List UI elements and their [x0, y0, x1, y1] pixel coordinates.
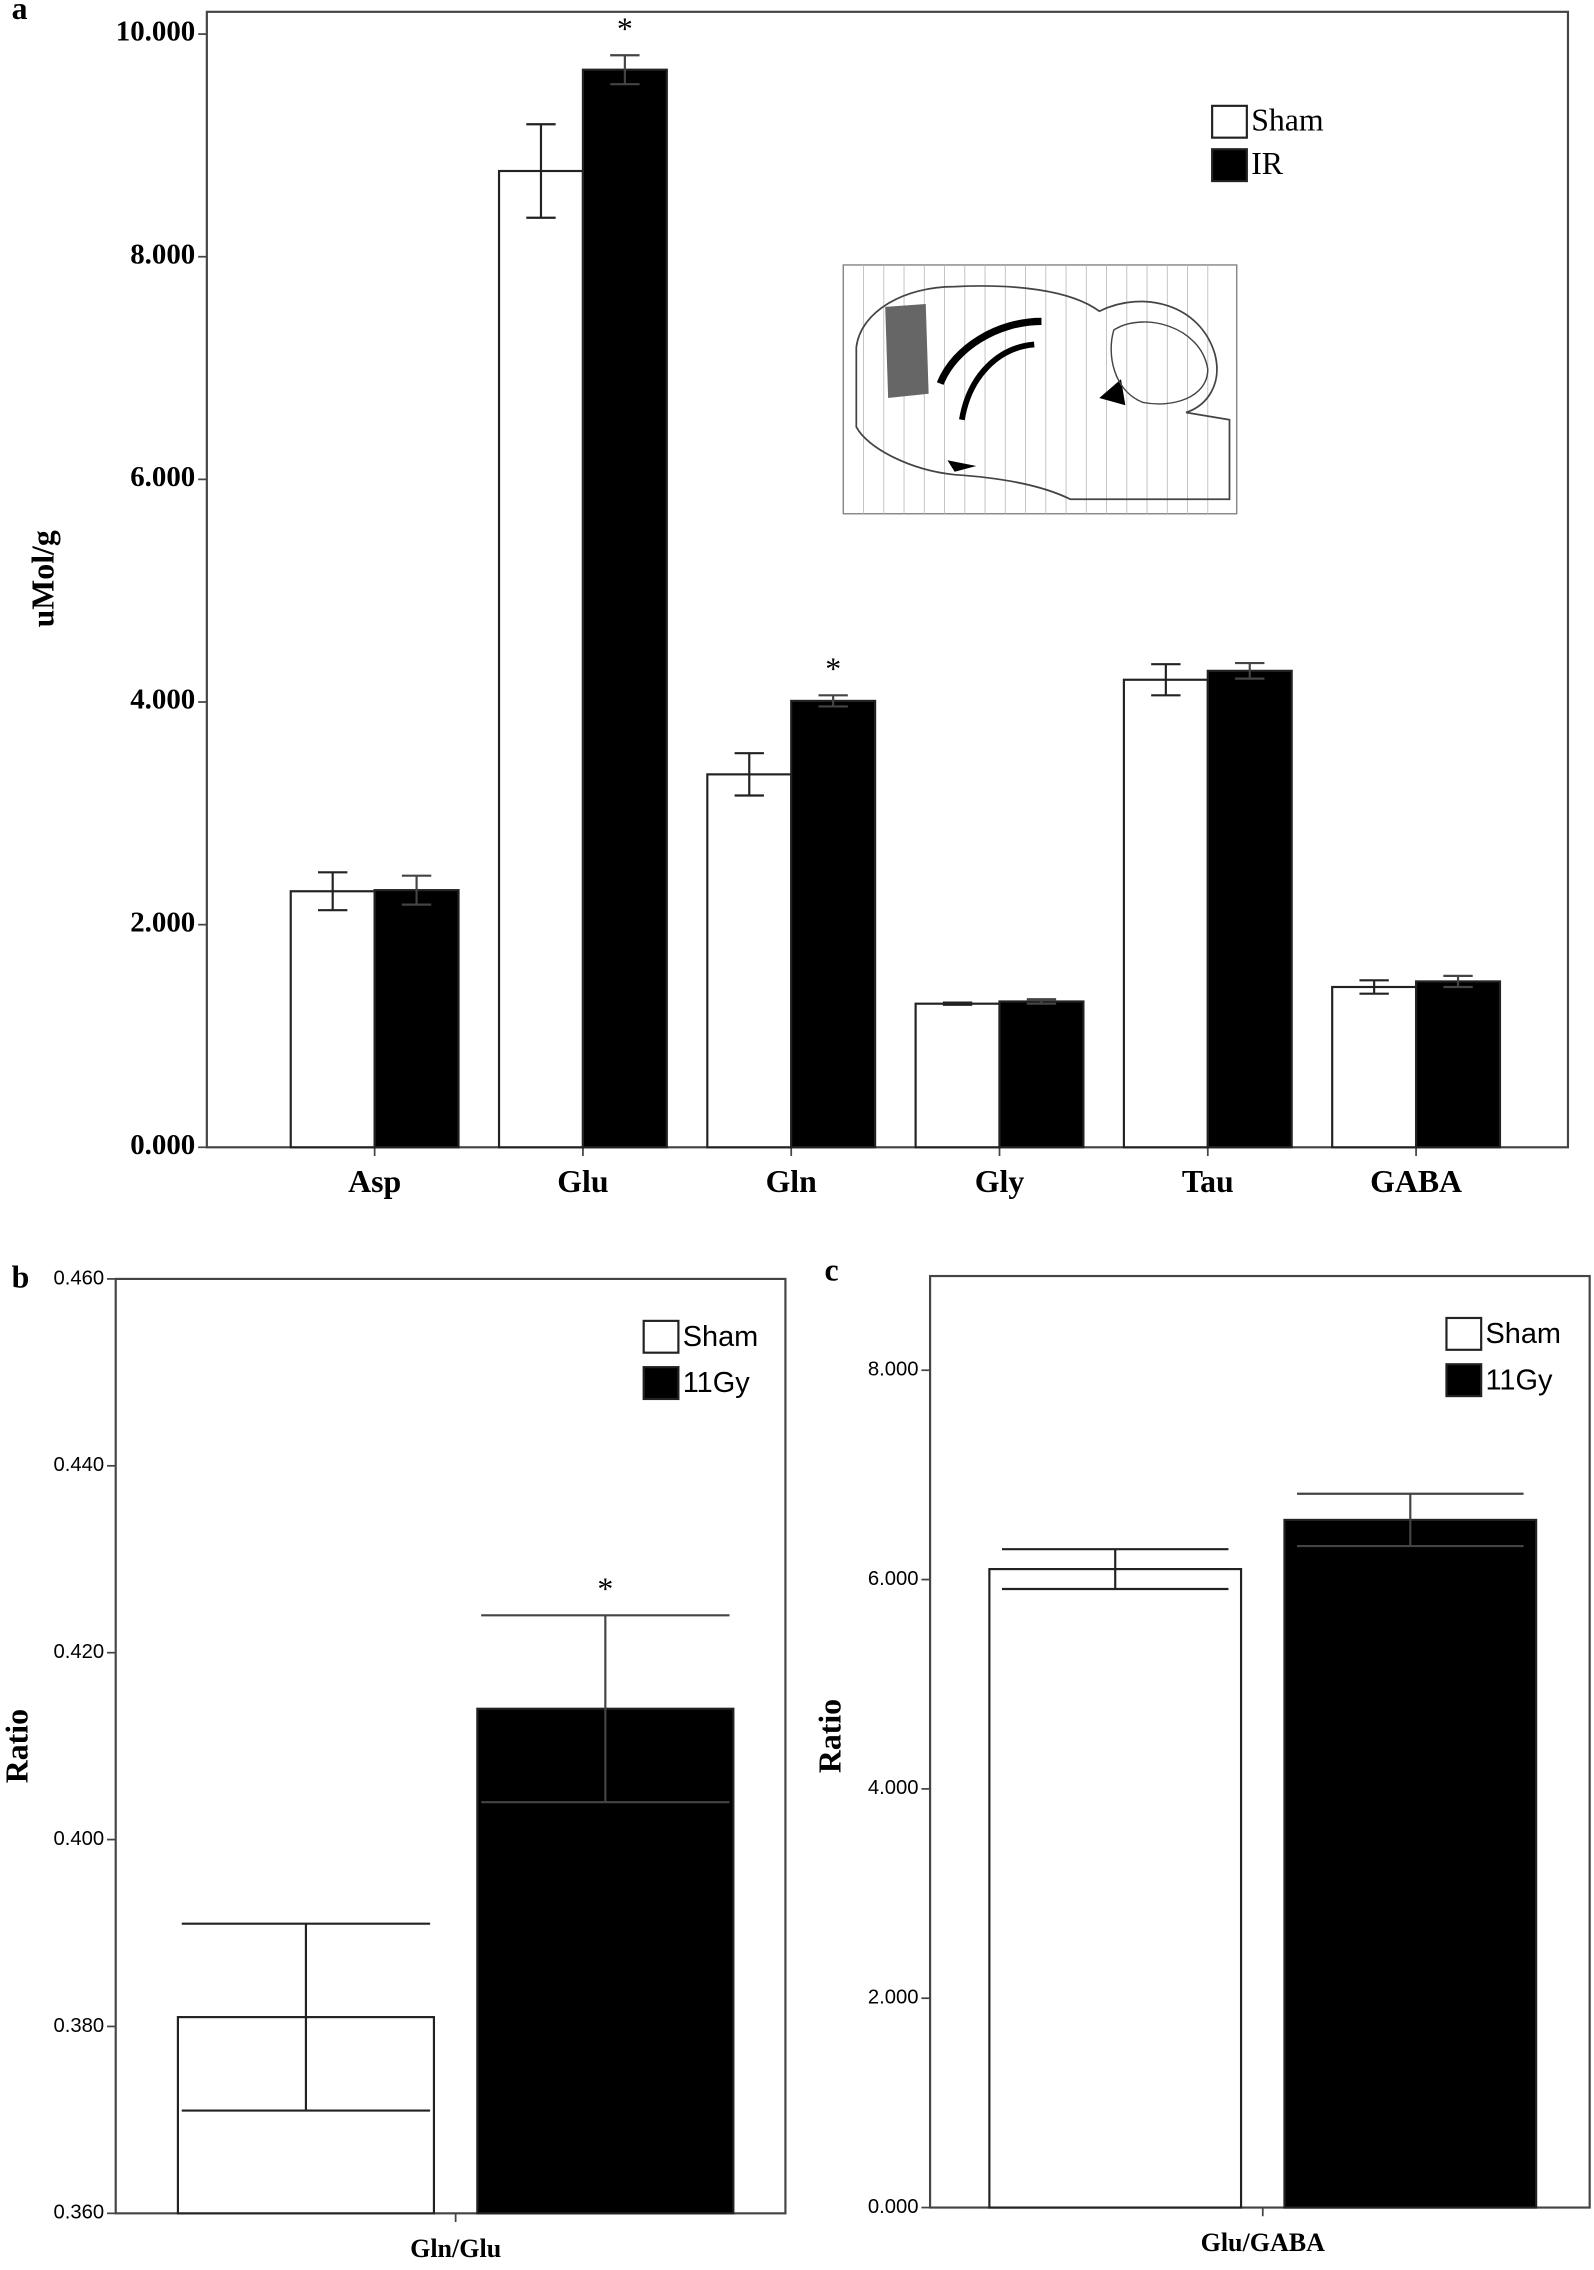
legend-label: Sham — [683, 1321, 759, 1353]
legend-label: IR — [1251, 146, 1284, 181]
legend-label: Sham — [1251, 102, 1324, 137]
significance-marker: * — [825, 651, 841, 686]
legend-label: 11Gy — [683, 1367, 750, 1399]
y-tick-label: 6.000 — [130, 461, 195, 493]
bar — [497, 169, 585, 1149]
legend-label: Sham — [1486, 1318, 1562, 1350]
x-tick-label: Gln/Glu — [410, 2234, 501, 2263]
bar — [914, 1002, 1001, 1149]
y-tick-label: 0.360 — [53, 2202, 104, 2224]
x-tick-label: Gly — [975, 1164, 1025, 1199]
y-tick-label: 4.000 — [130, 684, 195, 716]
legend-swatch — [1445, 1316, 1483, 1351]
brain-inset — [842, 264, 1238, 515]
legend-swatch — [642, 1319, 680, 1354]
significance-marker: * — [617, 11, 633, 46]
bar — [1283, 1518, 1538, 2209]
x-tick-label: Tau — [1182, 1164, 1234, 1199]
y-tick-label: 4.000 — [868, 1777, 919, 1799]
significance-marker: * — [597, 1571, 613, 1606]
bar — [988, 1568, 1243, 2209]
y-tick-label: 6.000 — [868, 1568, 919, 1590]
y-tick-label: 8.000 — [868, 1359, 919, 1381]
legend-swatch — [1445, 1363, 1483, 1398]
plot-frame — [205, 10, 1570, 1149]
x-tick-label: GABA — [1370, 1164, 1462, 1199]
bar — [1206, 669, 1293, 1149]
y-tick-label: 10.000 — [116, 16, 195, 48]
x-tick-label: Glu — [557, 1164, 608, 1199]
y-tick-label: 2.000 — [130, 906, 195, 938]
legend-swatch — [1211, 148, 1248, 183]
plot-frame — [928, 1274, 1591, 2209]
bar — [1331, 985, 1418, 1149]
bar — [706, 773, 793, 1149]
y-axis-label: Ratio — [0, 1709, 35, 1783]
y-tick-label: 8.000 — [130, 238, 195, 270]
y-tick-label: 0.000 — [868, 2196, 919, 2218]
legend-swatch — [642, 1366, 680, 1401]
bar — [1122, 678, 1209, 1149]
panel-label: b — [12, 1260, 30, 1295]
y-tick-label: 2.000 — [868, 1987, 919, 2009]
plot-frame — [114, 1277, 787, 2215]
legend-swatch — [1211, 104, 1248, 139]
y-tick-label: 0.000 — [130, 1129, 195, 1161]
bar — [289, 890, 376, 1149]
legend-label: 11Gy — [1486, 1364, 1553, 1396]
y-axis-label: Ratio — [812, 1699, 847, 1773]
bar — [998, 1000, 1085, 1149]
panel-label: a — [12, 0, 28, 26]
x-tick-label: Asp — [348, 1164, 401, 1199]
y-tick-label: 0.380 — [53, 2015, 104, 2037]
bar — [581, 68, 668, 1149]
y-tick-label: 0.440 — [53, 1454, 104, 1476]
bar — [1415, 980, 1502, 1149]
x-tick-label: Gln — [766, 1164, 818, 1199]
y-axis-label: uMol/g — [26, 530, 61, 627]
y-tick-label: 0.460 — [53, 1267, 104, 1289]
bar — [790, 699, 877, 1149]
y-tick-label: 0.400 — [53, 1828, 104, 1850]
panel-label: c — [824, 1252, 838, 1287]
x-tick-label: Glu/GABA — [1201, 2228, 1326, 2257]
y-tick-label: 0.420 — [53, 1641, 104, 1663]
bar — [373, 889, 460, 1149]
